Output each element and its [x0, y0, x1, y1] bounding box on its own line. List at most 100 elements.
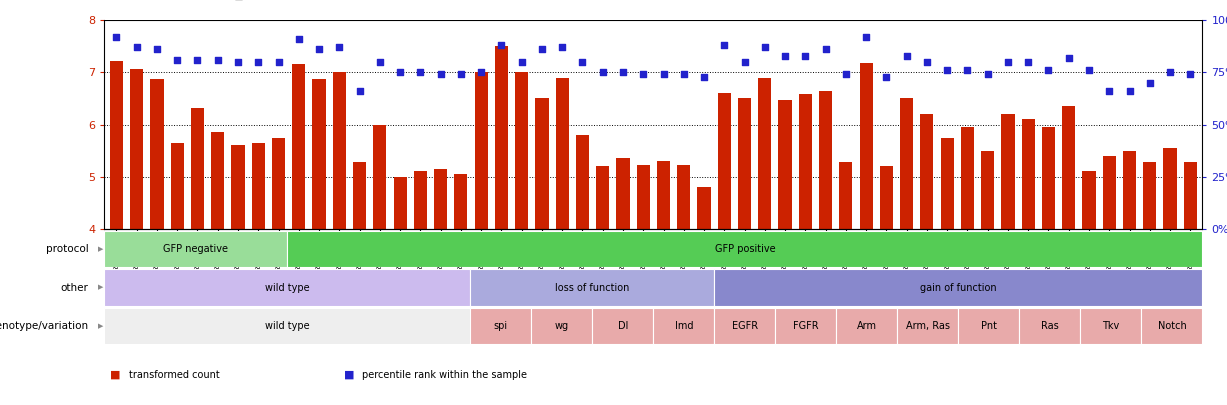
Bar: [593, 308, 653, 344]
Bar: [211, 132, 225, 229]
Text: ▶: ▶: [98, 285, 103, 290]
Bar: [941, 138, 953, 229]
Point: [937, 67, 957, 74]
Bar: [515, 72, 529, 229]
Bar: [373, 125, 387, 229]
Bar: [394, 177, 406, 229]
Bar: [596, 166, 610, 229]
Text: genotype/variation: genotype/variation: [0, 321, 88, 331]
Point: [1161, 69, 1180, 76]
Bar: [104, 308, 470, 344]
Bar: [556, 78, 569, 229]
Bar: [1001, 114, 1015, 229]
Bar: [758, 78, 772, 229]
Point: [897, 53, 917, 59]
Bar: [1020, 308, 1081, 344]
Bar: [958, 308, 1020, 344]
Bar: [920, 114, 934, 229]
Bar: [272, 138, 285, 229]
Point: [188, 57, 207, 63]
Point: [614, 69, 633, 76]
Point: [147, 46, 167, 53]
Text: percentile rank within the sample: percentile rank within the sample: [362, 370, 526, 379]
Point: [1099, 88, 1119, 94]
Text: wild type: wild type: [265, 321, 309, 331]
Point: [978, 71, 998, 78]
Point: [876, 73, 896, 80]
Point: [431, 71, 450, 78]
Bar: [535, 98, 548, 229]
Point: [836, 71, 855, 78]
Text: Tkv: Tkv: [1102, 321, 1119, 331]
Point: [411, 69, 431, 76]
Bar: [799, 94, 812, 229]
Bar: [1103, 156, 1115, 229]
Point: [228, 59, 248, 65]
Bar: [837, 308, 897, 344]
Bar: [714, 308, 775, 344]
Point: [309, 46, 329, 53]
Text: Pnt: Pnt: [980, 321, 996, 331]
Point: [998, 59, 1017, 65]
Text: protocol: protocol: [45, 244, 88, 254]
Bar: [151, 79, 163, 229]
Point: [674, 71, 693, 78]
Bar: [470, 308, 531, 344]
Point: [573, 59, 593, 65]
Text: GFP positive: GFP positive: [714, 244, 775, 254]
Bar: [653, 308, 714, 344]
Bar: [982, 151, 994, 229]
Bar: [897, 308, 958, 344]
Text: loss of function: loss of function: [555, 283, 629, 292]
Bar: [470, 269, 714, 306]
Point: [856, 34, 876, 40]
Point: [694, 73, 714, 80]
Point: [775, 53, 795, 59]
Point: [371, 59, 390, 65]
Bar: [1184, 162, 1196, 229]
Point: [471, 69, 491, 76]
Point: [290, 36, 309, 42]
Point: [816, 46, 836, 53]
Text: ■: ■: [110, 370, 121, 379]
Point: [593, 69, 612, 76]
Point: [390, 69, 410, 76]
Bar: [637, 165, 650, 229]
Bar: [1022, 119, 1034, 229]
Text: wg: wg: [555, 321, 569, 331]
Bar: [313, 79, 325, 229]
Point: [330, 44, 350, 51]
Bar: [104, 269, 470, 306]
Bar: [880, 166, 893, 229]
Bar: [1141, 308, 1202, 344]
Text: EGFR: EGFR: [731, 321, 758, 331]
Text: GFP negative: GFP negative: [163, 244, 228, 254]
Point: [350, 88, 369, 94]
Text: Dl: Dl: [617, 321, 628, 331]
Bar: [839, 162, 853, 229]
Bar: [714, 269, 1202, 306]
Bar: [494, 46, 508, 229]
Point: [1059, 55, 1079, 61]
Point: [1140, 79, 1160, 86]
Bar: [575, 135, 589, 229]
Point: [1039, 67, 1059, 74]
Bar: [353, 162, 366, 229]
Bar: [677, 165, 691, 229]
Point: [714, 42, 734, 49]
Bar: [737, 98, 751, 229]
Bar: [1123, 151, 1136, 229]
Point: [735, 59, 755, 65]
Point: [755, 44, 774, 51]
Bar: [697, 187, 710, 229]
Point: [269, 59, 288, 65]
Bar: [434, 169, 447, 229]
Text: ■: ■: [344, 370, 355, 379]
Bar: [775, 308, 837, 344]
Bar: [232, 145, 244, 229]
Point: [1018, 59, 1038, 65]
Bar: [1081, 308, 1141, 344]
Text: Arm, Ras: Arm, Ras: [906, 321, 950, 331]
Point: [248, 59, 267, 65]
Point: [492, 42, 512, 49]
